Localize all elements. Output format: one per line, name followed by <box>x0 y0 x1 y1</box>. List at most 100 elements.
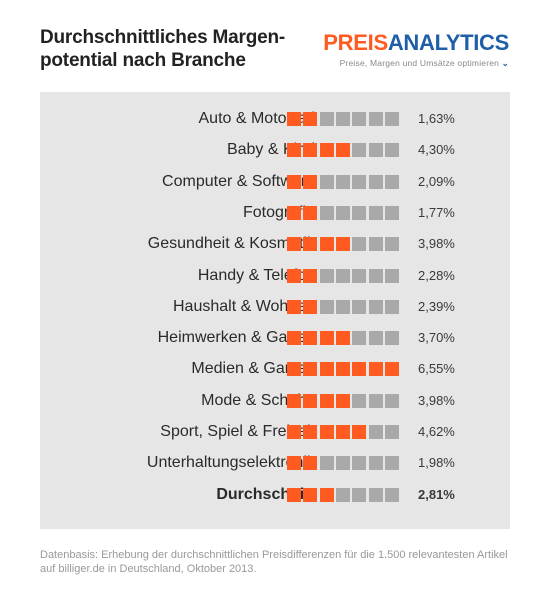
chart-row: Sport, Spiel & Freizeit 4,62% <box>40 420 510 444</box>
value-label: 1,77% <box>418 204 455 220</box>
bar-square-filled <box>303 425 318 439</box>
bar-square-empty <box>352 456 367 471</box>
bar-square-filled <box>319 487 334 502</box>
bar-square-filled <box>352 425 367 439</box>
bar-square-empty <box>384 174 399 189</box>
bar-square-empty <box>335 268 350 283</box>
bar-square-empty <box>352 393 367 408</box>
bar-square-filled <box>287 143 301 158</box>
bar-square-filled <box>335 425 350 439</box>
chart-title: Durchschnittliches Margen- potential nac… <box>40 26 310 72</box>
bar-square-empty <box>384 237 399 252</box>
bar-square-empty <box>319 174 334 189</box>
bar-square-filled <box>319 143 334 158</box>
bar-square-filled <box>303 487 318 502</box>
bar-square-empty <box>352 299 367 314</box>
chart-row: Auto & Motorrad 1,63% <box>40 107 510 131</box>
bar-square-empty <box>384 487 399 502</box>
bar-square-empty <box>319 112 334 126</box>
value-label: 3,98% <box>418 236 455 252</box>
bar-square-empty <box>335 174 350 189</box>
bar-square-filled <box>287 362 301 377</box>
bar-square-filled <box>335 237 350 252</box>
bar-square-empty <box>335 299 350 314</box>
brand-name-part2: ANALYTICS <box>387 30 509 55</box>
bar-square-empty <box>368 331 383 346</box>
bar-square-empty <box>319 456 334 471</box>
bar-square-empty <box>368 487 383 502</box>
bar-square-filled <box>287 237 301 252</box>
bar-square-empty <box>384 456 399 471</box>
chevron-down-icon: ⌄ <box>501 58 509 68</box>
bar-square-filled <box>319 331 334 346</box>
bar-square-empty <box>368 299 383 314</box>
bar-square-filled <box>303 331 318 346</box>
bar-square-filled <box>287 393 301 408</box>
bar-square-filled <box>303 174 318 189</box>
bar-square-filled <box>303 112 318 126</box>
chart-row: Gesundheit & Kosmetik 3,98% <box>40 232 510 256</box>
bar-square-empty <box>368 143 383 158</box>
brand-logo: PREISANALYTICS Preise, Margen und Umsätz… <box>323 32 509 69</box>
bar-square-empty <box>384 299 399 314</box>
bar-square-empty <box>335 456 350 471</box>
chart-row: Mode & Schuhe 3,98% <box>40 389 510 413</box>
chart-row: Handy & Telefon 2,28% <box>40 264 510 288</box>
bar-square-filled <box>352 362 367 377</box>
bar-square-filled <box>303 393 318 408</box>
footnote-line2: auf billiger.de in Deutschland, Oktober … <box>40 563 257 575</box>
bar-square-filled <box>287 299 301 314</box>
category-label: Heimwerken & Garten <box>157 329 315 347</box>
value-label: 4,30% <box>418 142 455 158</box>
bar-square-filled <box>384 362 399 377</box>
bar-square-filled <box>303 362 318 377</box>
category-label: Auto & Motorrad <box>198 110 316 127</box>
footnote: Datenbasis: Erhebung der durchschnittlic… <box>40 548 520 576</box>
chart-row: Haushalt & Wohnen 2,39% <box>40 295 510 319</box>
bar-square-empty <box>352 205 367 220</box>
bar-square-empty <box>384 393 399 408</box>
bar-square-filled <box>287 487 301 502</box>
category-label: Gesundheit & Kosmetik <box>147 235 315 253</box>
bar-square-filled <box>319 425 334 439</box>
chart-row: Computer & Software 2,09% <box>40 170 510 194</box>
bar-square-filled <box>303 456 318 471</box>
category-label: Computer & Software <box>162 172 315 190</box>
bar-square-filled <box>303 268 318 283</box>
bar-square-filled <box>335 393 350 408</box>
bar-square-empty <box>335 205 350 220</box>
value-label: 2,39% <box>418 298 455 314</box>
category-label: Unterhaltungselektronik <box>146 454 315 472</box>
bar-square-filled <box>368 362 383 377</box>
chart-row: Medien & Games 6,55% <box>40 357 510 381</box>
brand-tagline: Preise, Margen und Umsätze optimieren ⌄ <box>323 58 509 69</box>
bar-square-empty <box>352 112 367 126</box>
value-label: 1,63% <box>418 111 455 126</box>
bar-square-filled <box>319 237 334 252</box>
brand-tagline-text: Preise, Margen und Umsätze optimieren <box>339 58 500 68</box>
category-label: Mode & Schuhe <box>201 391 315 409</box>
value-label: 2,28% <box>418 267 455 283</box>
bar-square-empty <box>368 112 383 126</box>
bar-square-filled <box>335 143 350 158</box>
category-label: Medien & Games <box>191 360 315 378</box>
bar-square-empty <box>368 425 383 439</box>
bar-square-empty <box>319 299 334 314</box>
category-label: Baby & Kind <box>226 141 315 159</box>
bar-square-empty <box>384 425 399 439</box>
bar-square-empty <box>352 174 367 189</box>
bar-square-filled <box>303 299 318 314</box>
bar-square-empty <box>384 205 399 220</box>
bar-square-empty <box>335 487 350 502</box>
bar-square-empty <box>352 331 367 346</box>
bar-square-filled <box>319 393 334 408</box>
bar-square-empty <box>319 205 334 220</box>
value-label: 6,55% <box>418 361 455 377</box>
bar-square-empty <box>319 268 334 283</box>
bar-square-filled <box>303 143 318 158</box>
value-label: 3,98% <box>418 392 455 408</box>
value-label: 2,09% <box>418 173 455 189</box>
bar-square-filled <box>287 205 301 220</box>
value-label: 2,81% <box>418 486 455 502</box>
bar-square-empty <box>368 268 383 283</box>
